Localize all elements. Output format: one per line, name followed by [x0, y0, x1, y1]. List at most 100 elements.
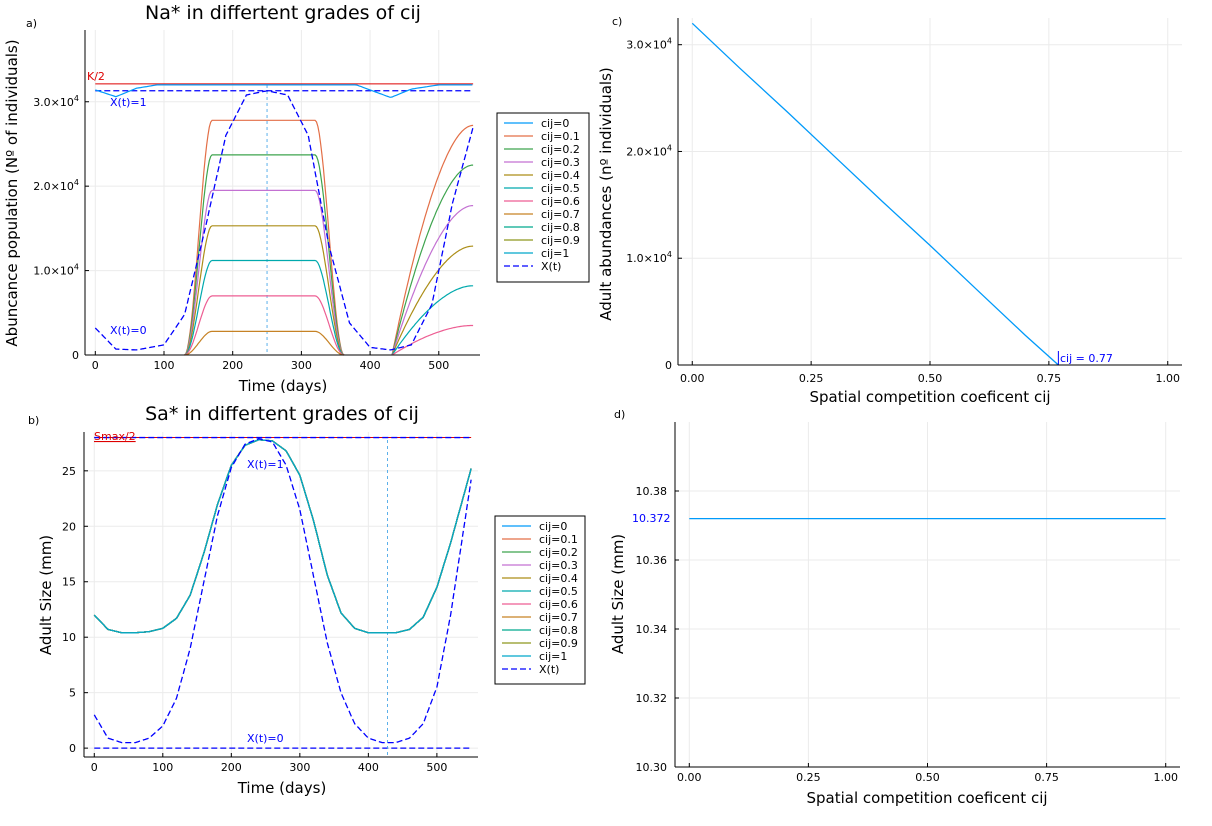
y-tick-label: 3.0×104: [33, 94, 79, 109]
x-tick-label: 0: [92, 359, 99, 372]
y-tick-label: 1.0×104: [626, 250, 672, 265]
y-tick-label: 10.36: [636, 554, 668, 567]
panel-a-lines: [94, 83, 474, 356]
legend-label: cij=0: [539, 520, 567, 533]
panel-d-xlabel: Spatial competition coeficent cij: [806, 789, 1047, 807]
legend-label: cij=0.9: [541, 234, 580, 247]
x-tick-label: 0.50: [915, 771, 940, 784]
legend-label: cij=0.2: [541, 143, 580, 156]
legend-label: cij=0.7: [539, 611, 578, 624]
panel-a-ylabel: Abuncance population (Nº of individuals): [3, 39, 21, 346]
panel-a: a) Na* in differtent grades of cij 0 100 2…: [3, 2, 590, 395]
panel-b-ylabel: Adult Size (mm): [37, 535, 55, 655]
x-tick-label: 400: [360, 359, 381, 372]
series-tail-cij=0.4: [391, 245, 474, 356]
panel-b-xlabel: Time (days): [237, 779, 327, 797]
x-tick-label: 0: [91, 761, 98, 774]
panel-a-tag: a): [26, 17, 37, 30]
panel-a-xlabel: Time (days): [238, 377, 328, 395]
x-tick-label: 1.00: [1153, 771, 1178, 784]
panel-b-xt0-label: X(t)=0: [247, 732, 284, 745]
x-tick-label: 200: [222, 359, 243, 372]
y-tick-label: 5: [69, 687, 76, 700]
legend-label: cij=0.6: [539, 598, 578, 611]
abundance-line: [691, 22, 1059, 366]
panel-c: c) 0.00 0.25 0.50 0.75 1.00 0 1.0×104 2.0×104 3.…: [597, 15, 1182, 406]
x-tick-label: 0.25: [796, 771, 821, 784]
series-line-cij=0.4: [184, 225, 345, 356]
y-tick-label: 0: [72, 349, 79, 362]
y-tick-label: 1.0×104: [33, 263, 79, 278]
legend-label: cij=0.2: [539, 546, 578, 559]
legend-label: cij=0.3: [539, 559, 578, 572]
panel-d-tag: d): [614, 408, 625, 421]
legend-label: cij=0.8: [541, 221, 580, 234]
x-tick-label: 300: [291, 359, 312, 372]
panel-c-ticks: 0.00 0.25 0.50 0.75 1.00 0 1.0×104 2.0×104 3.0×1…: [626, 37, 1180, 385]
y-tick-label: 2.0×104: [626, 143, 672, 158]
y-tick-label: 15: [62, 576, 76, 589]
y-tick-label: 0: [665, 359, 672, 372]
panel-b-grid: [84, 432, 478, 757]
xt-curve: [94, 90, 474, 351]
series-line-cij=0.7: [184, 330, 345, 356]
y-tick-label: 0: [69, 742, 76, 755]
legend-label: X(t): [541, 260, 561, 273]
panel-c-ylabel: Adult abundances (nº individuals): [597, 67, 615, 321]
x-tick-label: 200: [221, 761, 242, 774]
x-tick-label: 100: [154, 359, 175, 372]
series-tail-cij=0.6: [391, 324, 474, 356]
x-tick-label: 0.25: [799, 372, 824, 385]
legend-label: cij=0.1: [539, 533, 578, 546]
series-line-cij=0.6: [184, 295, 345, 356]
panel-a-legend: cij=0cij=0.1cij=0.2cij=0.3cij=0.4cij=0.5…: [496, 112, 590, 283]
panel-d-annotation: 10.372: [632, 512, 671, 525]
panel-b-xt1-label: X(t)=1: [247, 458, 284, 471]
x-tick-label: 100: [152, 761, 173, 774]
y-tick-label: 3.0×104: [626, 37, 672, 52]
x-tick-label: 1.00: [1155, 372, 1180, 385]
legend-box: [496, 112, 590, 283]
panel-b-lines: [93, 436, 472, 757]
panel-c-xlabel: Spatial competition coeficent cij: [809, 388, 1050, 406]
y-tick-label: 10: [62, 631, 76, 644]
panel-d-ticks: 0.00 0.25 0.50 0.75 1.00 10.30 10.32 10.34 10.36…: [636, 485, 1178, 784]
legend-label: cij=0.3: [541, 156, 580, 169]
legend-label: cij=0.4: [539, 572, 578, 585]
panel-b: b) Sa* in differtent grades of cij 0 100 2…: [28, 403, 586, 797]
panel-b-legend: cij=0cij=0.1cij=0.2cij=0.3cij=0.4cij=0.5…: [494, 515, 586, 685]
panel-d-grid: [675, 422, 1180, 768]
y-tick-label: 25: [62, 465, 76, 478]
panel-c-lines: [691, 22, 1059, 366]
x-tick-label: 400: [358, 761, 379, 774]
x-tick-label: 300: [289, 761, 310, 774]
legend-label: cij=0.8: [539, 624, 578, 637]
legend-label: cij=0.4: [541, 169, 580, 182]
x-tick-label: 0.75: [1037, 372, 1062, 385]
legend-label: cij=1: [539, 650, 567, 663]
y-tick-label: 20: [62, 520, 76, 533]
series-line-cij=1: [93, 439, 472, 634]
y-tick-label: 10.34: [636, 623, 668, 636]
x-tick-label: 500: [426, 761, 447, 774]
panel-a-grid: [85, 30, 480, 356]
series-line-cij0: [95, 84, 473, 98]
series-tail-cij=0.3: [391, 205, 474, 356]
legend-label: cij=1: [541, 247, 569, 260]
y-tick-label: 10.32: [636, 692, 668, 705]
panel-d: d) 0.00 0.25 0.50 0.75 1.00 10.30 10.32 10.34 10…: [609, 408, 1180, 807]
panel-a-xt0-label: X(t)=0: [110, 324, 147, 337]
x-tick-label: 0.00: [677, 771, 702, 784]
panel-c-tag: c): [612, 15, 622, 28]
series-tail-cij=0.5: [391, 285, 474, 356]
legend-label: cij=0.5: [539, 585, 578, 598]
legend-label: cij=0.9: [539, 637, 578, 650]
y-tick-label: 10.38: [636, 485, 668, 498]
x-tick-label: 0.75: [1034, 771, 1059, 784]
series-line-cij=0.1: [184, 119, 345, 356]
panel-c-annotation: cij = 0.77: [1060, 352, 1113, 365]
legend-label: X(t): [539, 663, 559, 676]
panel-b-tag: b): [28, 414, 39, 427]
legend-label: cij=0.1: [541, 130, 580, 143]
